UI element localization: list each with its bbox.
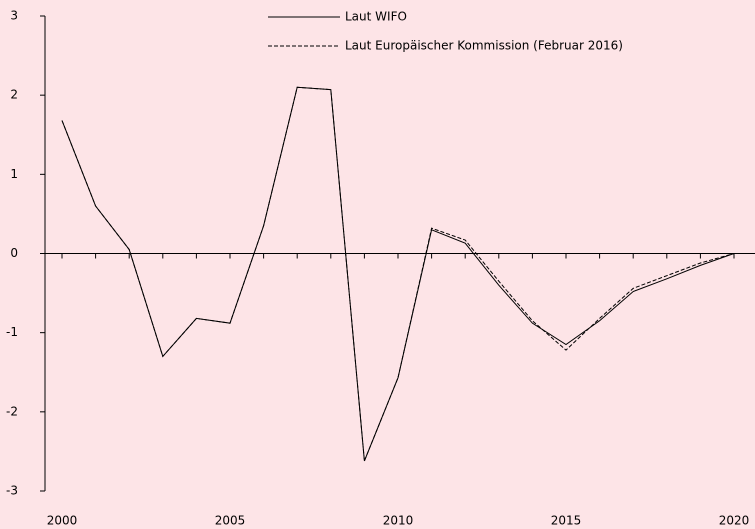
x-tick-label: 2020 xyxy=(719,514,750,528)
y-tick-label: -3 xyxy=(6,484,18,498)
y-tick-label: 0 xyxy=(10,246,18,260)
y-tick-label: -2 xyxy=(6,404,18,418)
legend-label: Laut WIFO xyxy=(345,10,407,24)
x-tick-label: 2010 xyxy=(383,514,414,528)
legend-label: Laut Europäischer Kommission (Februar 20… xyxy=(345,39,623,53)
x-tick-label: 2015 xyxy=(551,514,582,528)
y-tick-label: 3 xyxy=(10,9,18,23)
x-tick-label: 2000 xyxy=(47,514,78,528)
y-tick-label: -1 xyxy=(6,325,18,339)
y-tick-label: 1 xyxy=(10,167,18,181)
series-line xyxy=(61,86,735,462)
x-tick-label: 2005 xyxy=(215,514,246,528)
series-line xyxy=(61,86,735,462)
y-tick-label: 2 xyxy=(10,88,18,102)
